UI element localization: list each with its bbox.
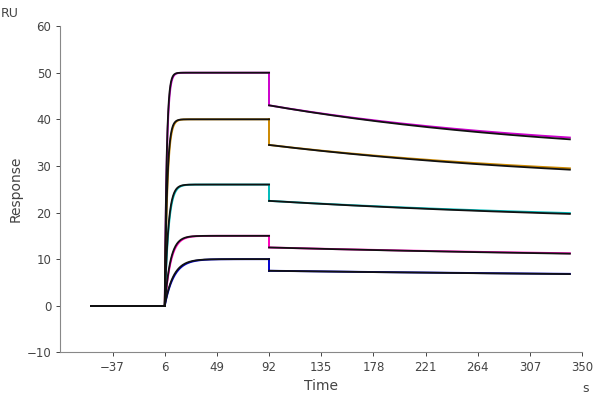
Text: RU: RU: [1, 6, 19, 20]
Text: s: s: [582, 382, 589, 395]
Y-axis label: Response: Response: [8, 156, 22, 222]
X-axis label: Time: Time: [304, 378, 338, 392]
